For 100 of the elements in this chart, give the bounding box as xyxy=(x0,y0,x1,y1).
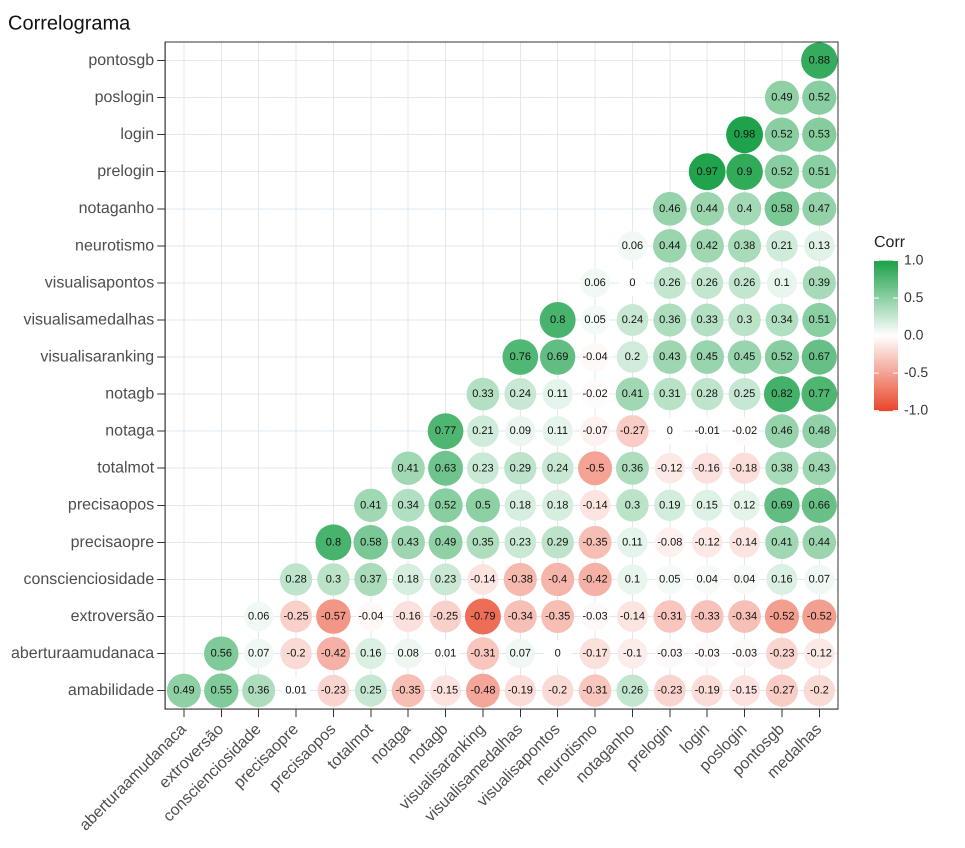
data-label: 0.26 xyxy=(622,684,644,697)
data-label: 0.41 xyxy=(360,499,382,512)
data-label: -0.31 xyxy=(470,648,496,660)
data-label: 0.04 xyxy=(696,573,718,586)
data-label: 0.11 xyxy=(622,536,643,548)
data-label: -0.25 xyxy=(283,610,309,623)
data-label: 0.34 xyxy=(397,499,419,512)
y-tick-label: amabilidade xyxy=(68,682,154,700)
y-tick-label: precisaopos xyxy=(68,496,154,514)
data-label: 0.47 xyxy=(808,202,830,215)
data-label: 0.49 xyxy=(173,684,195,697)
data-label: 0.3 xyxy=(736,314,752,326)
data-label: 0.48 xyxy=(808,425,830,438)
data-label: -0.35 xyxy=(545,610,570,623)
data-label: 0.21 xyxy=(472,425,494,438)
data-label: -0.12 xyxy=(806,648,832,660)
data-label: 0.5 xyxy=(475,499,491,512)
data-label: 0.15 xyxy=(696,499,718,512)
data-label: 0.82 xyxy=(771,388,793,400)
data-label: -0.33 xyxy=(694,610,720,623)
data-label: 0.16 xyxy=(360,648,382,660)
data-label: -0.03 xyxy=(694,648,720,660)
data-label: -0.34 xyxy=(508,610,533,623)
data-label: -0.03 xyxy=(732,648,758,660)
data-label: 0.28 xyxy=(285,573,307,586)
data-label: 0.41 xyxy=(397,462,419,474)
data-label: -0.17 xyxy=(582,648,608,660)
data-label: 0.25 xyxy=(734,388,756,400)
data-label: -0.16 xyxy=(396,610,421,623)
data-label: 0.49 xyxy=(771,92,793,104)
data-label: -0.48 xyxy=(470,684,496,697)
data-label: -0.19 xyxy=(694,684,720,697)
data-label: 0.26 xyxy=(734,276,756,289)
data-label: -0.16 xyxy=(694,462,720,474)
data-label: -0.12 xyxy=(694,536,720,548)
data-label: 0.77 xyxy=(434,425,456,438)
data-label: 0.28 xyxy=(696,388,718,400)
data-label: 0.69 xyxy=(546,351,568,364)
data-label: 0.9 xyxy=(736,166,752,178)
data-label: 0.56 xyxy=(210,648,232,660)
y-tick-label: neurotismo xyxy=(75,237,154,254)
data-label: 0.46 xyxy=(771,425,793,438)
data-label: 0.43 xyxy=(808,462,830,474)
data-label: 0.35 xyxy=(472,536,494,548)
data-label: 0.38 xyxy=(771,462,793,474)
data-label: -0.01 xyxy=(694,425,720,438)
data-label: -0.57 xyxy=(320,610,346,623)
y-tick-label: visualisapontos xyxy=(44,274,154,292)
y-tick-label: notagb xyxy=(105,386,154,403)
data-label: 0.36 xyxy=(248,684,270,697)
data-label: 0.58 xyxy=(771,202,793,215)
data-label: 0.24 xyxy=(622,314,644,326)
data-label: -0.5 xyxy=(586,462,605,474)
data-label: 0.23 xyxy=(434,573,456,586)
data-label: -0.52 xyxy=(806,610,832,623)
data-label: 0.52 xyxy=(771,351,793,364)
data-label: 0.8 xyxy=(550,314,566,326)
data-label: 0.09 xyxy=(510,425,532,438)
data-label: -0.2 xyxy=(810,684,829,697)
data-label: -0.38 xyxy=(508,573,533,586)
data-label: -0.15 xyxy=(433,684,458,697)
data-label: -0.04 xyxy=(582,351,608,364)
data-label: 0.97 xyxy=(696,166,718,178)
data-label: 0.52 xyxy=(434,499,456,512)
data-label: 0.4 xyxy=(736,202,752,215)
data-label: 0.52 xyxy=(808,92,830,104)
data-label: 0.42 xyxy=(696,240,718,252)
data-label: 0.44 xyxy=(696,202,718,215)
data-label: -0.35 xyxy=(396,684,421,697)
data-label: 0.53 xyxy=(808,128,830,141)
data-label: 0.06 xyxy=(584,276,606,289)
data-label: 0.06 xyxy=(622,240,644,252)
data-label: 0.33 xyxy=(472,388,494,400)
data-label: 0.8 xyxy=(326,536,342,548)
color-bar-label: 0.0 xyxy=(904,326,924,342)
y-tick-label: pontosgb xyxy=(88,52,154,69)
data-label: 0.38 xyxy=(734,240,756,252)
y-tick-label: poslogin xyxy=(94,89,154,106)
data-label: -0.31 xyxy=(582,684,608,697)
data-label: 0.77 xyxy=(808,388,830,400)
data-label: 0.66 xyxy=(808,499,830,512)
data-label: 0.51 xyxy=(808,166,830,178)
color-bar-label: -0.5 xyxy=(904,364,928,380)
data-label: 0.67 xyxy=(808,351,830,364)
data-label: 0.18 xyxy=(546,499,568,512)
data-label: 0.16 xyxy=(771,573,793,586)
data-label: 0.51 xyxy=(808,314,830,326)
data-label: 0.29 xyxy=(546,536,568,548)
y-tick-label: prelogin xyxy=(97,163,154,180)
data-label: 0.13 xyxy=(808,240,830,252)
data-label: -0.52 xyxy=(769,610,794,623)
data-label: 0.63 xyxy=(434,462,456,474)
data-label: 0.3 xyxy=(326,573,342,586)
y-tick-label: conscienciosidade xyxy=(23,570,154,588)
data-label: 0.26 xyxy=(696,276,718,289)
data-label: 0.52 xyxy=(771,128,793,141)
data-label: 0.36 xyxy=(659,314,681,326)
data-label: 0.41 xyxy=(622,388,644,400)
data-label: 0.41 xyxy=(771,536,793,548)
y-tick-label: visualisamedalhas xyxy=(23,311,154,328)
